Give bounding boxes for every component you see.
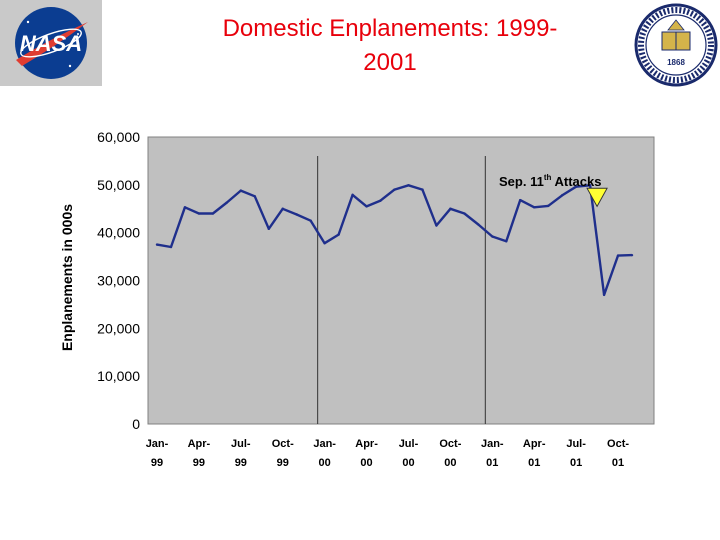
x-tick-label: 01 (612, 457, 624, 469)
data-point (253, 195, 256, 198)
x-tick-label: 01 (486, 457, 498, 469)
y-axis-title: Enplanements in 000s (59, 204, 75, 351)
data-point (379, 199, 382, 202)
data-point (630, 253, 634, 257)
data-point (407, 184, 410, 187)
nasa-logo-star (26, 20, 30, 24)
slide-title-line2: 2001 (363, 49, 417, 76)
slide-title-line1: Domestic Enplanements: 1999- (222, 15, 558, 42)
plot-area (147, 136, 655, 425)
x-tick-label: 00 (402, 457, 414, 469)
data-point (602, 293, 606, 297)
seal-year: 1868 (667, 58, 685, 67)
sep11-triangle-marker (586, 187, 608, 208)
x-tick-label: 99 (193, 457, 205, 469)
x-tick-label: 00 (360, 457, 372, 469)
data-point (546, 204, 550, 208)
data-point (533, 206, 536, 209)
university-seal-logo: 1868 (634, 3, 718, 87)
data-point (463, 212, 466, 215)
x-tick-label: Oct- (607, 438, 629, 450)
y-tick-label: 60,000 (97, 129, 140, 145)
x-tick-label: 01 (570, 457, 582, 469)
x-tick-label: 00 (319, 457, 331, 469)
data-point (267, 227, 270, 231)
y-tick-label: 10,000 (97, 368, 140, 384)
data-point (197, 212, 201, 215)
slide-title: Domestic Enplanements: 1999- 2001 (150, 12, 630, 80)
x-tick-label: Jan- (313, 438, 336, 450)
data-point (169, 245, 173, 249)
nasa-logo-vector (16, 22, 88, 66)
x-tick-label: Jul- (566, 438, 586, 450)
y-tick-label: 40,000 (97, 225, 140, 241)
data-point (351, 193, 354, 197)
y-tick-label: 30,000 (97, 273, 140, 289)
x-tick-label: 99 (151, 457, 163, 469)
x-tick-label: 01 (528, 457, 540, 469)
sep11-annotation: Sep. 11th Attacks (499, 173, 608, 208)
seal-star (667, 19, 685, 31)
x-tick-label: Oct- (439, 438, 461, 450)
nasa-logo-star (68, 64, 72, 68)
data-point (225, 201, 229, 204)
data-point (560, 194, 564, 197)
x-tick-label: Apr- (188, 438, 211, 450)
data-point (477, 223, 480, 226)
data-point (239, 189, 243, 192)
nasa-logo: NASA (0, 0, 102, 86)
seal-lettering-band (638, 7, 714, 83)
year-dividers (317, 156, 486, 424)
y-tick-label: 50,000 (97, 177, 140, 193)
x-tick-label: Jul- (399, 438, 419, 450)
data-point (337, 233, 340, 236)
y-axis: 0 10,000 20,000 30,000 40,000 50,000 60,000 (97, 129, 140, 432)
data-point (323, 241, 326, 245)
data-point (309, 219, 312, 222)
x-tick-label: Apr- (355, 438, 378, 450)
x-tick-label: Jul- (231, 438, 251, 450)
x-tick-label: 99 (235, 457, 247, 469)
x-tick-label: 00 (444, 457, 456, 469)
sep11-annotation-label: Sep. 11th Attacks (499, 173, 601, 189)
data-point (435, 224, 438, 227)
data-point (365, 205, 368, 208)
x-tick-label: 99 (277, 457, 289, 469)
data-point (616, 254, 620, 257)
data-point (519, 198, 522, 202)
data-point (155, 243, 159, 246)
data-point (588, 184, 592, 187)
x-tick-label: Jan- (146, 438, 169, 450)
data-point (491, 235, 494, 238)
y-tick-label: 0 (132, 416, 140, 432)
data-point (183, 206, 187, 209)
data-point (393, 188, 396, 191)
source-note: Source: ATA (66, 486, 132, 500)
data-point (281, 207, 284, 210)
annotation-main: Sep. 11 (499, 174, 544, 189)
y-tick-label: 20,000 (97, 320, 140, 336)
nasa-logo-star (77, 33, 79, 35)
nasa-logo-text: NASA (20, 31, 82, 56)
x-tick-label: Jan- (481, 438, 504, 450)
data-point (295, 213, 298, 216)
x-tick-label: Oct- (272, 438, 294, 450)
annotation-end: Attacks (551, 174, 601, 189)
data-point (211, 212, 215, 215)
data-point (574, 185, 578, 188)
seal-inner-ring (645, 14, 707, 76)
nasa-logo-orbit (20, 28, 82, 58)
annotation-superscript: th (544, 173, 552, 182)
data-point (421, 188, 424, 191)
x-tick-label: Apr- (523, 438, 546, 450)
data-point (505, 240, 508, 243)
data-point (449, 207, 452, 210)
x-axis: Jan- 99 Apr- 99 Jul- 99 Oct- 99 Jan- 00 Apr- 00 Jul-… (146, 438, 630, 469)
